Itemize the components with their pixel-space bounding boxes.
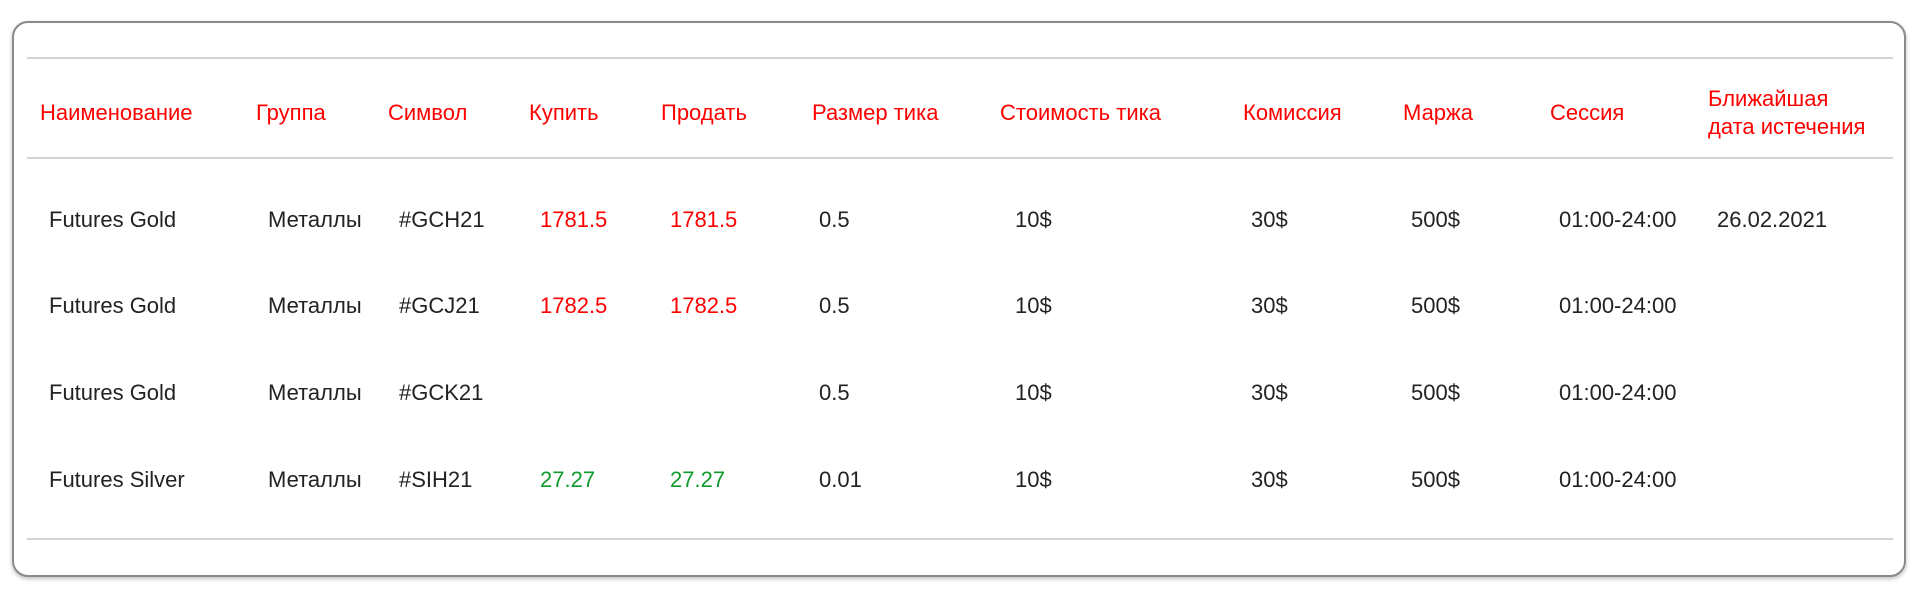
cell-margin: 500$ (1411, 467, 1460, 492)
cell-buy: 27.27 (540, 467, 596, 492)
cell-tick-value: 10$ (1015, 207, 1052, 232)
cell-symbol: #SIH21 (399, 467, 473, 492)
cell-tick-size: 0.5 (819, 380, 850, 405)
cell-sell: 27.27 (670, 467, 726, 492)
table-top-divider (27, 57, 1893, 59)
cell-name: Futures Gold (49, 380, 177, 405)
instruments-card (12, 21, 1906, 577)
header-margin[interactable]: Маржа (1403, 100, 1473, 125)
header-group[interactable]: Группа (256, 100, 326, 125)
header-buy[interactable]: Купить (529, 100, 599, 125)
cell-buy: 1782.5 (540, 293, 608, 318)
cell-margin: 500$ (1411, 380, 1460, 405)
cell-tick-size: 0.01 (819, 467, 862, 492)
header-expiry[interactable]: Ближайшая дата истечения (1708, 85, 1865, 141)
table-bottom-divider (27, 538, 1893, 540)
cell-margin: 500$ (1411, 293, 1460, 318)
cell-group: Металлы (268, 293, 362, 318)
header-symbol[interactable]: Символ (388, 100, 468, 125)
header-divider (27, 157, 1893, 159)
cell-sell: 1782.5 (670, 293, 738, 318)
cell-name: Futures Gold (49, 293, 177, 318)
header-session[interactable]: Сессия (1550, 100, 1625, 125)
header-commission[interactable]: Комиссия (1243, 100, 1342, 125)
cell-sell: 1781.5 (670, 207, 738, 232)
cell-commission: 30$ (1251, 293, 1288, 318)
cell-tick-value: 10$ (1015, 293, 1052, 318)
cell-symbol: #GCJ21 (399, 293, 480, 318)
cell-commission: 30$ (1251, 467, 1288, 492)
cell-session: 01:00-24:00 (1559, 293, 1677, 318)
cell-tick-value: 10$ (1015, 467, 1052, 492)
header-sell[interactable]: Продать (661, 100, 747, 125)
cell-group: Металлы (268, 467, 362, 492)
cell-commission: 30$ (1251, 380, 1288, 405)
header-name[interactable]: Наименование (40, 100, 193, 125)
cell-session: 01:00-24:00 (1559, 380, 1677, 405)
header-expiry-line: Ближайшая (1708, 86, 1829, 111)
header-expiry-line: дата истечения (1708, 114, 1866, 139)
header-tick-value[interactable]: Стоимость тика (1000, 100, 1161, 125)
cell-margin: 500$ (1411, 207, 1460, 232)
cell-tick-size: 0.5 (819, 207, 850, 232)
header-tick-size[interactable]: Размер тика (812, 100, 939, 125)
cell-group: Металлы (268, 380, 362, 405)
cell-buy: 1781.5 (540, 207, 608, 232)
cell-session: 01:00-24:00 (1559, 467, 1677, 492)
cell-commission: 30$ (1251, 207, 1288, 232)
cell-tick-value: 10$ (1015, 380, 1052, 405)
cell-symbol: #GCK21 (399, 380, 484, 405)
cell-name: Futures Silver (49, 467, 185, 492)
cell-group: Металлы (268, 207, 362, 232)
cell-symbol: #GCH21 (399, 207, 485, 232)
cell-session: 01:00-24:00 (1559, 207, 1677, 232)
cell-tick-size: 0.5 (819, 293, 850, 318)
cell-name: Futures Gold (49, 207, 177, 232)
cell-expiry: 26.02.2021 (1717, 207, 1828, 232)
